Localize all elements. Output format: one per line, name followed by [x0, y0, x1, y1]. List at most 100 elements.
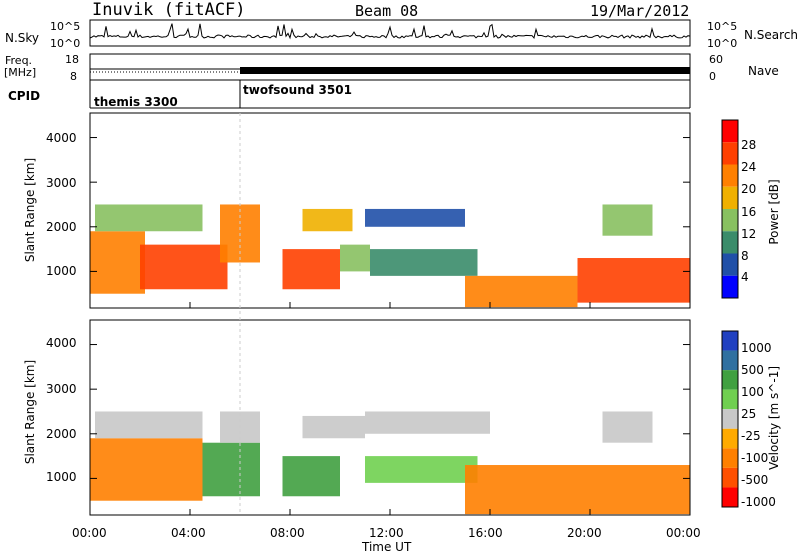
vel-cbar-tick-m500: -500: [741, 473, 769, 487]
power-cbar-tick-16: 16: [741, 205, 757, 219]
power-marks: [90, 204, 690, 308]
sky-tick-low: 10^0: [50, 37, 81, 50]
velocity-cbar-swatch: [722, 370, 738, 390]
cpid-mode-themis: themis 3300: [94, 95, 178, 109]
freq-label: Freq.: [5, 54, 33, 67]
power-marks-region-5: [302, 208, 353, 232]
vel-cbar-tick-500: 500: [741, 363, 764, 377]
power-marks-region-2: [95, 204, 203, 232]
search-tick-high: 10^5: [707, 20, 738, 33]
nave-tick-low: 0: [709, 70, 716, 83]
xtick-0000: 00:00: [72, 526, 107, 540]
velocity-marks-region-0: [90, 438, 203, 501]
freq-series: [90, 67, 690, 74]
power-marks-region-0: [90, 231, 145, 294]
axis-ticks: [89, 113, 691, 515]
velocity-cbar-swatch: [722, 428, 738, 449]
freq-unit: [MHz]: [4, 66, 37, 79]
velocity-cbar-swatch: [722, 331, 738, 351]
velocity-cbar-swatch: [722, 448, 738, 468]
power-cbar-tick-20: 20: [741, 182, 757, 196]
vel-cbar-tick-m25: -25: [741, 429, 761, 443]
date-title: 19/Mar/2012: [590, 2, 690, 20]
power-marks-region-8: [365, 208, 465, 227]
power-cbar-tick-28: 28: [741, 138, 757, 152]
search-tick-low: 10^0: [707, 37, 738, 50]
velocity-cbar-swatch: [722, 409, 738, 429]
power-cbar-frame: [721, 119, 739, 299]
sky-panel-frame: [89, 19, 691, 47]
power-cbar-tick-4: 4: [741, 270, 749, 284]
power-cbar-swatch: [722, 142, 738, 165]
freq-trace-twofsound: [240, 67, 690, 74]
xtick-1600: 16:00: [468, 526, 503, 540]
xtick-0400: 04:00: [171, 526, 206, 540]
velocity-marks: [90, 411, 690, 515]
nave-label: Nave: [748, 64, 779, 78]
velocity-marks-region-7: [365, 411, 490, 434]
beam-title: Beam 08: [355, 2, 419, 20]
power-ytick-2000: 2000: [46, 220, 77, 234]
power-cbar-tick-8: 8: [741, 249, 749, 263]
velocity-cbar-swatch: [722, 487, 738, 507]
xtick-0800: 08:00: [270, 526, 305, 540]
velocity-marks-region-5: [302, 415, 365, 439]
velocity-cbar-swatch: [722, 389, 738, 410]
sky-label: N.Sky: [5, 31, 40, 45]
vel-cbar-tick-25: 25: [741, 407, 757, 421]
sky-tick-high: 10^5: [50, 20, 81, 33]
power-ytick-4000: 4000: [46, 131, 77, 145]
velocity-cbar-swatch: [722, 350, 738, 371]
velocity-ytick-3000: 3000: [46, 382, 77, 396]
velocity-cbar-frame: [721, 330, 739, 508]
velocity-ytick-1000: 1000: [46, 470, 77, 484]
power-cbar-swatch: [722, 186, 738, 209]
power-cbar-tick-24: 24: [741, 160, 757, 174]
sky-noise-trace: [89, 23, 691, 40]
velocity-ytick-2000: 2000: [46, 427, 77, 441]
velocity-marks-region-4: [282, 456, 340, 497]
cpid-mode-twofsound: twofsound 3501: [243, 83, 352, 97]
velocity-marks-region-6: [365, 456, 478, 483]
vel-cbar-tick-100: 100: [741, 385, 764, 399]
velocity-ytick-4000: 4000: [46, 336, 77, 350]
power-marks-region-10: [577, 258, 690, 303]
search-label: N.Search: [744, 28, 799, 42]
sky-series: [89, 23, 691, 40]
power-ytick-1000: 1000: [46, 264, 77, 278]
xtick-2000: 20:00: [567, 526, 602, 540]
power-marks-region-1: [140, 244, 228, 290]
power-cbar-tick-12: 12: [741, 227, 757, 241]
power-cbar-swatch: [722, 275, 738, 298]
power-cbar-swatch: [722, 120, 738, 143]
velocity-marks-region-8: [465, 465, 690, 515]
power-colorbar: [721, 119, 739, 299]
power-cbar-swatch: [722, 209, 738, 232]
vel-cbar-tick-m100: -100: [741, 451, 769, 465]
vel-cbar-tick-m1000: -1000: [741, 495, 776, 509]
power-cbar-swatch: [722, 164, 738, 187]
power-cbar-swatch: [722, 231, 738, 254]
velocity-cbar-swatch: [722, 467, 738, 488]
velocity-marks-region-2: [202, 442, 260, 497]
freq-tick-high: 18: [65, 53, 79, 66]
power-marks-region-9: [465, 275, 578, 308]
nave-tick-high: 60: [709, 53, 723, 66]
freq-tick-low: 8: [70, 70, 77, 83]
station-title: Inuvik (fitACF): [92, 0, 246, 20]
power-marks-region-6: [340, 244, 370, 272]
power-marks-region-11: [602, 204, 653, 236]
power-marks-region-7: [370, 249, 478, 276]
x-axis-label: Time UT: [362, 540, 412, 554]
xtick-1200: 12:00: [369, 526, 404, 540]
velocity-colorbar: [721, 330, 739, 508]
cpid-label: CPID: [8, 89, 41, 103]
velocity-marks-region-1: [95, 411, 203, 439]
power-marks-region-4: [282, 249, 340, 290]
velocity-marks-region-9: [602, 411, 653, 443]
power-cbar-swatch: [722, 253, 738, 276]
power-ytick-3000: 3000: [46, 176, 77, 190]
vel-cbar-tick-1000: 1000: [741, 341, 772, 355]
